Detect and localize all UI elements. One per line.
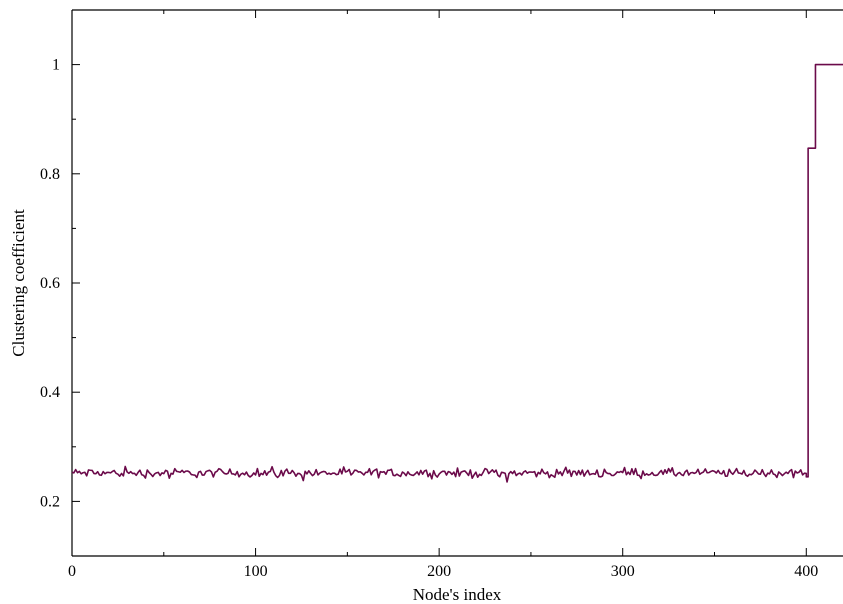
x-tick-label: 0	[68, 563, 76, 580]
x-tick-label: 200	[427, 563, 451, 580]
x-tick-label: 400	[794, 563, 818, 580]
y-tick-label: 1	[52, 57, 60, 74]
y-tick-label: 0.2	[40, 493, 60, 510]
series	[71, 63, 843, 483]
y-tick-label: 0.8	[40, 166, 60, 183]
ticks: 0 100 200 300 400 0.2 0.4 0.6 0.8 1	[40, 10, 818, 580]
x-tick-label: 100	[244, 563, 268, 580]
y-tick-label: 0.4	[40, 384, 60, 401]
x-tick-label: 300	[611, 563, 635, 580]
y-axis-label: Clustering coefficient	[9, 209, 28, 357]
x-axis-label: Node's index	[413, 585, 502, 604]
y-tick-label: 0.6	[40, 275, 60, 292]
series-line	[71, 63, 843, 483]
